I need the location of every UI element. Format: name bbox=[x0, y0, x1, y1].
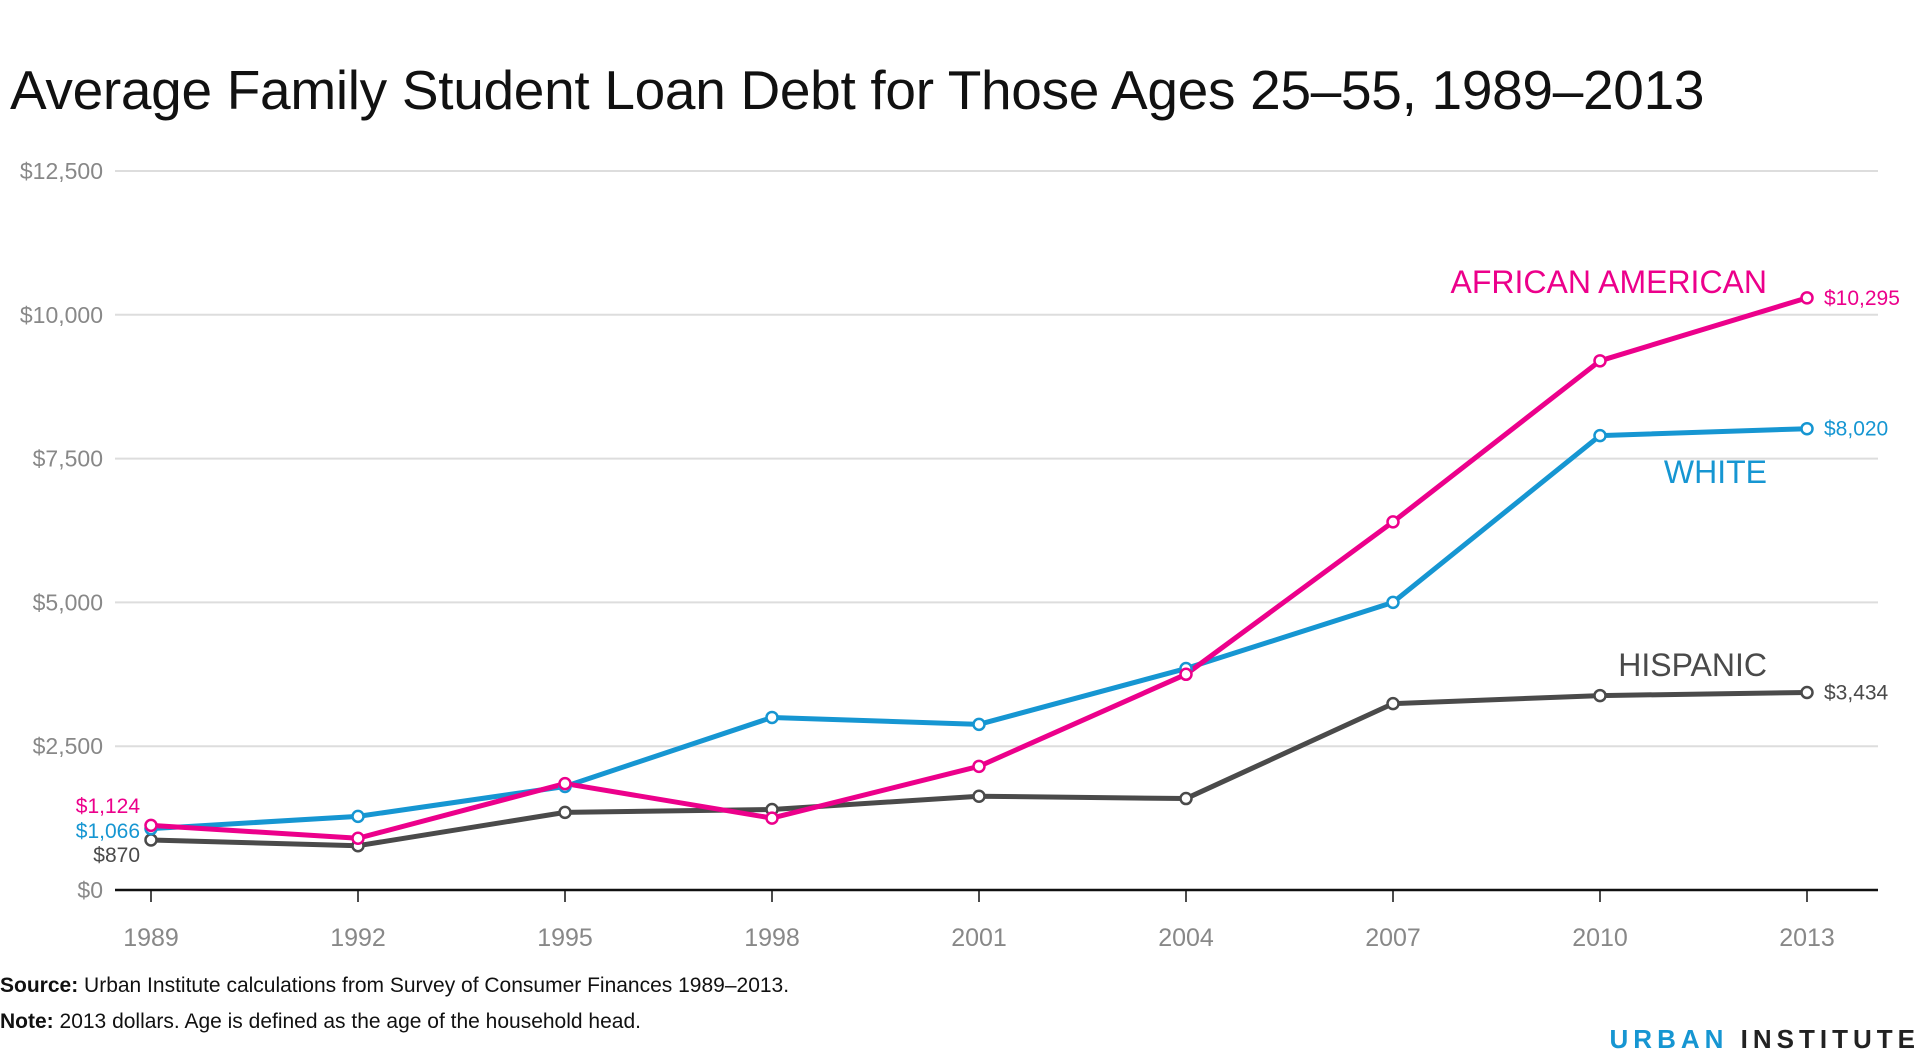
x-tick-label: 1995 bbox=[537, 924, 593, 952]
data-point bbox=[1179, 667, 1193, 682]
brand-logo: URBAN INSTITUTE bbox=[1610, 1024, 1920, 1055]
y-tick-label: $2,500 bbox=[33, 733, 103, 759]
y-tick-label: $10,000 bbox=[20, 302, 103, 328]
x-tick-label: 2001 bbox=[951, 924, 1007, 952]
data-point bbox=[1386, 595, 1400, 610]
start-value-label: $1,066 bbox=[76, 820, 140, 843]
y-tick-label: $7,500 bbox=[33, 446, 103, 472]
data-point bbox=[972, 717, 986, 732]
data-point bbox=[144, 833, 158, 847]
data-point bbox=[1386, 515, 1400, 529]
y-tick-label: $0 bbox=[77, 877, 103, 903]
end-value-label: $10,295 bbox=[1824, 287, 1900, 310]
note-text: 2013 dollars. Age is defined as the age … bbox=[59, 1010, 641, 1033]
series-name-label: WHITE bbox=[1664, 454, 1767, 490]
x-tick-label: 2010 bbox=[1572, 924, 1628, 952]
data-point bbox=[1800, 685, 1814, 700]
y-tick-label: $5,000 bbox=[33, 589, 103, 615]
series-name-label: HISPANIC bbox=[1618, 647, 1767, 683]
data-point bbox=[1179, 791, 1193, 806]
series-name-label: AFRICAN AMERICAN bbox=[1451, 264, 1767, 300]
x-tick-label: 2004 bbox=[1158, 924, 1214, 952]
data-point bbox=[1593, 354, 1607, 368]
source-note: Source: Urban Institute calculations fro… bbox=[0, 974, 789, 998]
data-point bbox=[351, 809, 365, 824]
brand-logo-accent: URBAN bbox=[1609, 1024, 1729, 1054]
x-tick-label: 1992 bbox=[330, 924, 386, 952]
y-tick-label: $12,500 bbox=[20, 158, 103, 184]
data-point bbox=[1386, 696, 1400, 711]
dollars-note: Note: 2013 dollars. Age is defined as th… bbox=[0, 1010, 641, 1034]
x-tick-label: 1998 bbox=[744, 924, 800, 952]
x-tick-label: 2013 bbox=[1779, 924, 1835, 952]
source-text: Urban Institute calculations from Survey… bbox=[84, 974, 790, 997]
brand-logo-main: INSTITUTE bbox=[1740, 1024, 1920, 1054]
data-point bbox=[1593, 688, 1607, 703]
data-point bbox=[1800, 421, 1814, 436]
end-value-label: $3,434 bbox=[1824, 681, 1889, 704]
start-value-label: $870 bbox=[93, 844, 140, 867]
x-tick-label: 1989 bbox=[123, 924, 179, 952]
data-point bbox=[1593, 428, 1607, 443]
data-point bbox=[765, 811, 779, 825]
data-point bbox=[765, 710, 779, 725]
chart-title: Average Family Student Loan Debt for Tho… bbox=[10, 59, 1705, 121]
series-line bbox=[148, 295, 1810, 841]
note-label: Note: bbox=[0, 1010, 54, 1033]
data-point bbox=[558, 776, 572, 791]
data-point bbox=[144, 818, 158, 833]
start-value-label: $1,124 bbox=[76, 795, 141, 818]
data-point bbox=[972, 759, 986, 774]
x-tick-label: 2007 bbox=[1365, 924, 1421, 952]
data-point bbox=[351, 831, 365, 845]
source-label: Source: bbox=[0, 974, 79, 997]
data-point bbox=[972, 789, 986, 803]
data-point bbox=[1800, 291, 1814, 305]
end-value-label: $8,020 bbox=[1824, 418, 1888, 441]
data-point bbox=[558, 805, 572, 820]
